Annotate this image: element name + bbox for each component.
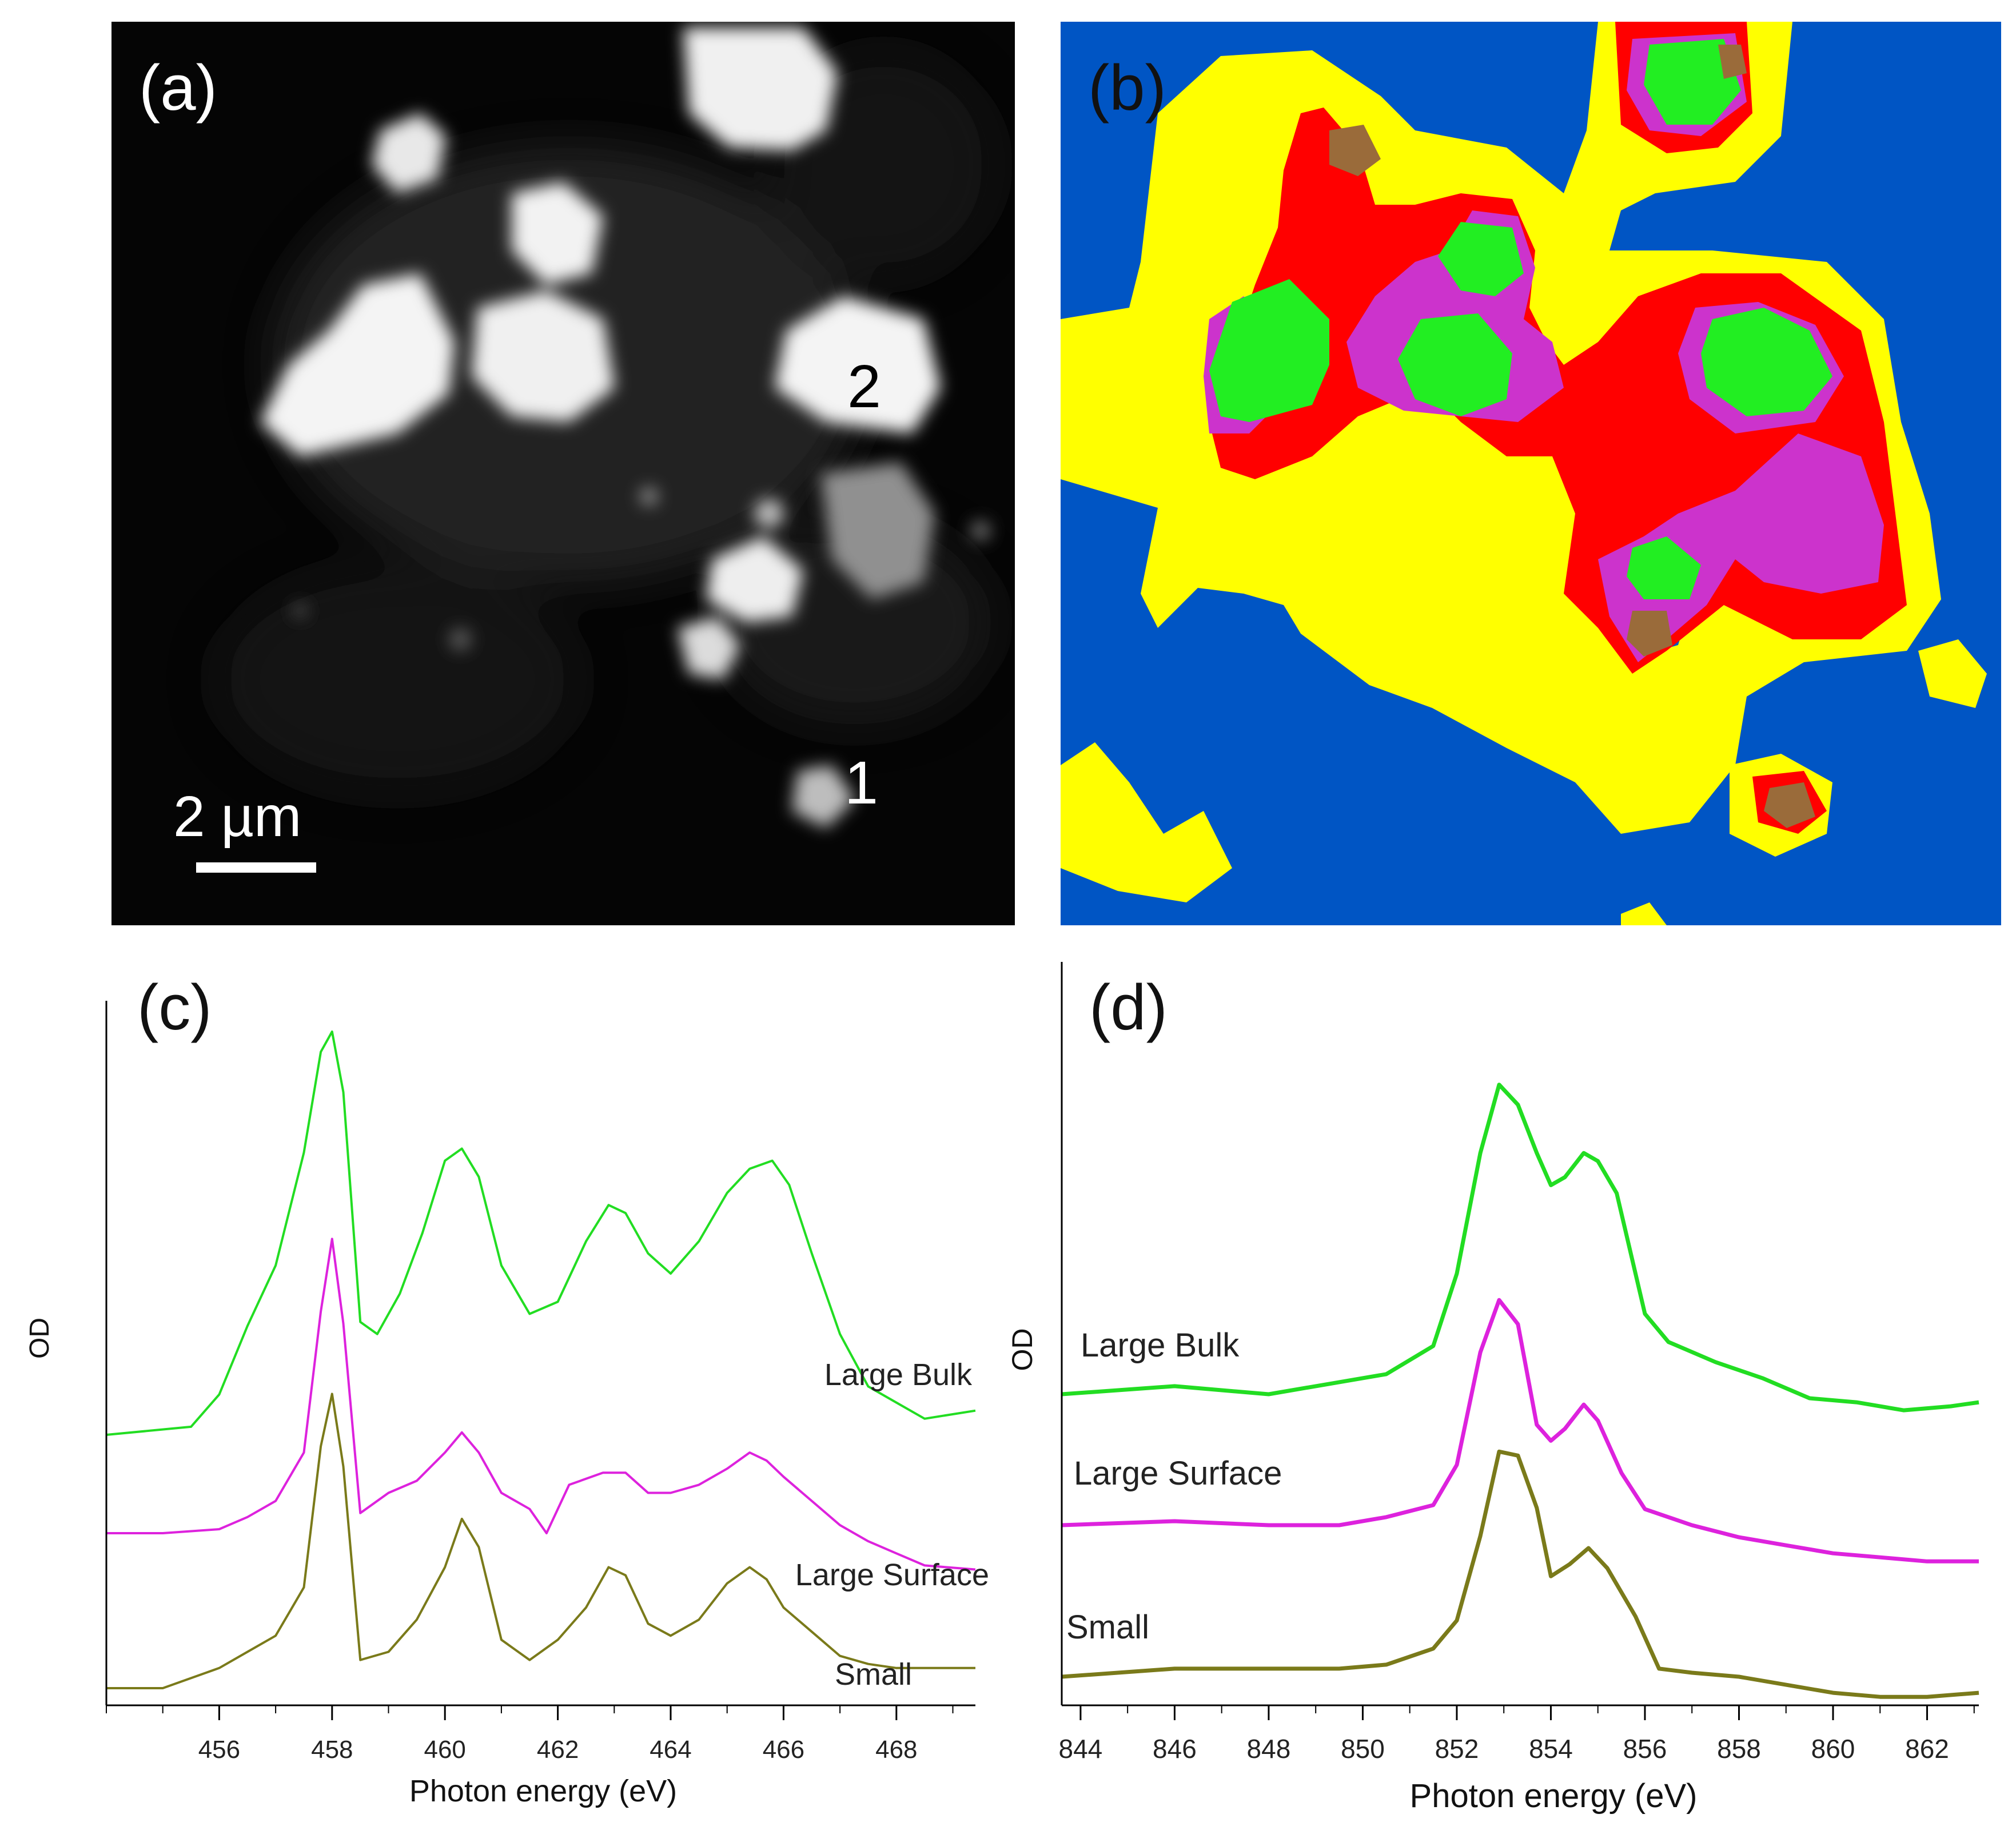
chart-c-series (106, 1031, 976, 1689)
particle-label-1: 1 (844, 749, 878, 817)
panel-tag-a: (a) (139, 52, 217, 124)
panel-tag-d: (d) (1089, 972, 1168, 1043)
d-tick-label: 860 (1811, 1734, 1855, 1764)
c-series-line-large-surface (106, 1238, 976, 1571)
c-tick-label: 462 (537, 1736, 579, 1764)
d-series-line-large-surface (1061, 1298, 1979, 1563)
chart-c-series-labels: Large Bulk Large Surface Small (795, 1358, 989, 1692)
chart-d: 844 846 848 850 852 854 856 858 860 862 Large Bul… (1006, 962, 1979, 1815)
chart-c-y-label: OD (25, 1318, 55, 1359)
c-tick-label: 460 (424, 1736, 465, 1764)
chart-c: 456 458 460 462 464 466 468 Large Bulk Large Su… (25, 972, 989, 1808)
panel-tag-b: (b) (1088, 52, 1166, 124)
d-tick-label: 848 (1247, 1734, 1291, 1764)
c-tick-label: 466 (763, 1736, 804, 1764)
d-tick-label: 856 (1623, 1734, 1667, 1764)
chart-d-x-label: Photon energy (eV) (1410, 1777, 1698, 1815)
d-tick-label: 854 (1529, 1734, 1573, 1764)
phase-map-panel: (b) (1061, 22, 2001, 925)
c-tick-label: 456 (198, 1736, 240, 1764)
d-tick-label: 858 (1717, 1734, 1761, 1764)
d-series-line-small (1061, 1449, 1979, 1699)
d-tick-label: 844 (1059, 1734, 1103, 1764)
c-tick-label: 464 (650, 1736, 691, 1764)
chart-d-y-label: OD (1006, 1328, 1038, 1371)
d-series-label: Large Bulk (1081, 1327, 1240, 1364)
micrograph-image (111, 22, 1015, 925)
chart-d-ticks: 844 846 848 850 852 854 856 858 860 862 (1059, 1705, 1975, 1764)
c-series-label: Large Bulk (824, 1358, 973, 1392)
c-series-line-large-bulk (106, 1031, 976, 1436)
c-series-label: Small (835, 1657, 912, 1692)
chart-c-ticks: 456 458 460 462 464 466 468 (106, 1705, 954, 1764)
phase-map-image (1061, 22, 2001, 925)
d-tick-label: 862 (1905, 1734, 1949, 1764)
c-series-line-small (106, 1393, 975, 1689)
c-tick-label: 458 (311, 1736, 353, 1764)
micrograph-panel: (a) 2 1 2 µm (111, 22, 1015, 925)
d-tick-label: 852 (1435, 1734, 1479, 1764)
d-series-label: Small (1066, 1609, 1149, 1646)
chart-d-series-labels: Large Bulk Large Surface Small (1066, 1327, 1282, 1646)
c-tick-label: 468 (875, 1736, 917, 1764)
d-tick-label: 850 (1341, 1734, 1385, 1764)
d-series-line-large-bulk (1061, 1083, 1979, 1413)
region-brown (1329, 45, 1815, 828)
region-green (1209, 39, 1832, 599)
d-series-label: Large Surface (1074, 1455, 1282, 1492)
chart-d-series (1061, 1083, 1979, 1699)
scale-bar-label: 2 µm (173, 785, 302, 849)
particle-label-2: 2 (847, 353, 881, 420)
chart-c-x-label: Photon energy (eV) (409, 1774, 677, 1808)
scale-bar (196, 862, 316, 873)
d-tick-label: 846 (1153, 1734, 1197, 1764)
panel-tag-c: (c) (137, 972, 212, 1043)
bright-particles (260, 27, 991, 828)
c-series-label: Large Surface (795, 1558, 989, 1592)
